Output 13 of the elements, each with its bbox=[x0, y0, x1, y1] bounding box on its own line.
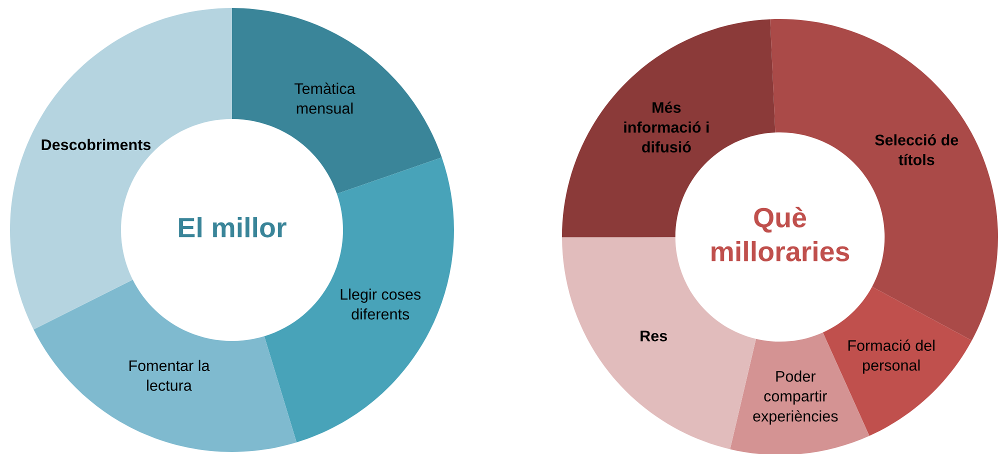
donut-slice bbox=[232, 8, 442, 194]
slice-label: Formació del personal bbox=[848, 340, 934, 374]
slice-label: Temàtica mensual bbox=[294, 82, 356, 114]
slice-label: Fomentar la lectura bbox=[129, 360, 210, 391]
slice-label: Llegir coses diferents bbox=[340, 288, 421, 320]
slice-label: Més informació i difusió bbox=[624, 102, 709, 153]
slice-label: Selecció de títols bbox=[875, 134, 958, 166]
text: Què milloraries bbox=[712, 206, 850, 262]
donut-slice bbox=[34, 280, 297, 452]
slice-label: Poder compartir experiències bbox=[753, 370, 838, 425]
slice-label: Res bbox=[640, 330, 667, 342]
text: El millor bbox=[179, 217, 286, 238]
slice-label: Descobriments bbox=[42, 138, 151, 150]
